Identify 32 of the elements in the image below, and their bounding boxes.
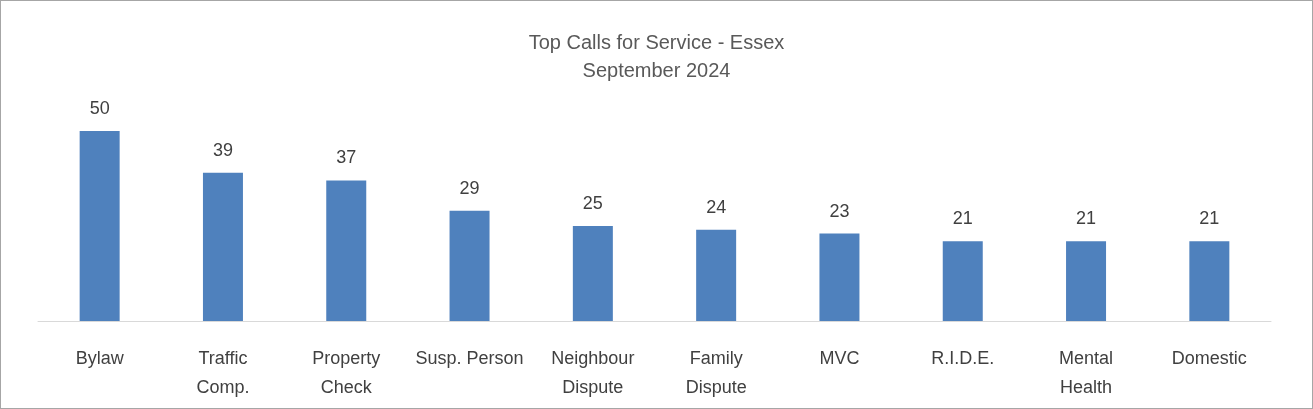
- x-tick-label: Mental Health: [1059, 347, 1114, 397]
- x-tick-label: Bylaw: [75, 347, 125, 368]
- bar: [1189, 241, 1230, 321]
- data-label: 23: [829, 200, 850, 221]
- x-tick-label: MVC: [819, 347, 860, 368]
- data-label: 21: [1076, 208, 1097, 229]
- data-label: 39: [212, 139, 233, 160]
- x-tick-label: Neighbour Dispute: [551, 347, 635, 397]
- x-tick-label: Traffic Comp.: [196, 347, 250, 397]
- bar: [572, 226, 613, 321]
- data-label: 50: [89, 98, 110, 118]
- x-tick-label: Family Dispute: [685, 347, 747, 397]
- data-label: 21: [952, 208, 973, 229]
- data-label: 25: [582, 193, 603, 213]
- x-tick-label: Property Check: [312, 347, 381, 397]
- x-tick-label: Susp. Person: [415, 347, 524, 368]
- x-tick-label: R.I.D.E.: [931, 347, 995, 368]
- chart-subtitle: September 2024: [582, 59, 731, 81]
- bar: [1066, 241, 1107, 321]
- bar: [449, 210, 490, 321]
- x-tick-label: Domestic: [1171, 347, 1247, 368]
- data-label: 21: [1199, 208, 1220, 229]
- chart-title: Top Calls for Service - Essex: [528, 31, 785, 53]
- bar: [819, 233, 860, 321]
- bar: [202, 172, 243, 321]
- data-label: 24: [706, 196, 727, 217]
- data-label: 29: [459, 177, 480, 198]
- bar: [79, 131, 120, 321]
- bar: [942, 241, 983, 321]
- bar: [326, 180, 367, 321]
- data-label: 37: [336, 147, 357, 168]
- bar: [696, 229, 737, 321]
